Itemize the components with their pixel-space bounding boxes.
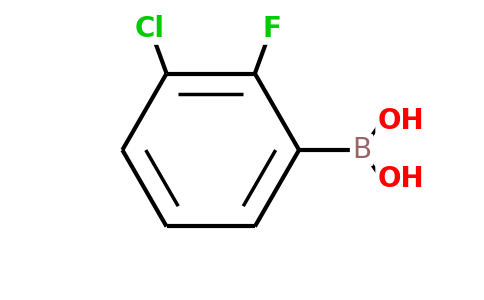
- Text: F: F: [262, 15, 281, 43]
- Text: OH: OH: [378, 107, 424, 135]
- Text: OH: OH: [378, 165, 424, 193]
- Text: Cl: Cl: [135, 15, 165, 43]
- Text: B: B: [352, 136, 371, 164]
